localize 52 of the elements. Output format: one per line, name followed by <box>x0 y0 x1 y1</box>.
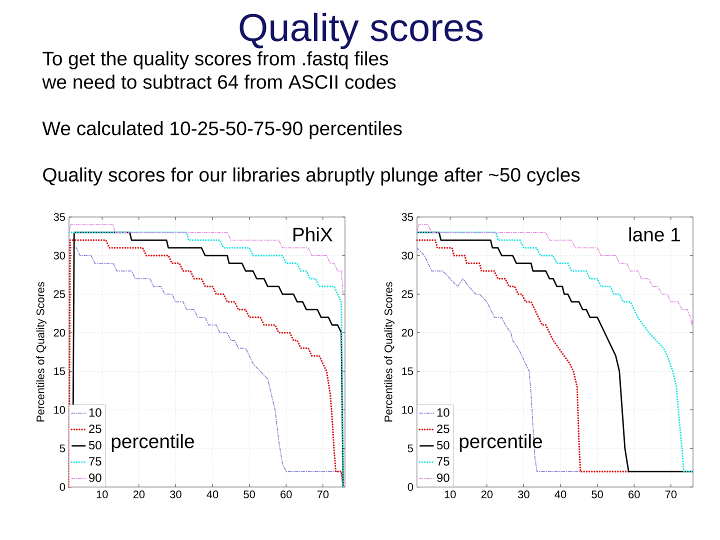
x-tick-label: 30 <box>170 490 182 498</box>
x-tick-label: 40 <box>554 490 566 498</box>
legend-title: percentile <box>460 434 542 452</box>
text: To get the quality scores from .fastq files we need to subtract 64 from ASCII codes <box>42 51 396 89</box>
legend-label: 90 <box>437 473 450 482</box>
legend-label: 90 <box>89 473 102 482</box>
y-tick-label: 30 <box>54 252 66 260</box>
y-axis-title: Percentiles of Quality Scores <box>384 282 394 422</box>
x-tick-label: 70 <box>317 490 329 498</box>
annotation: lane 1 <box>629 227 680 242</box>
y-tick-label: 5 <box>408 444 414 452</box>
legend-label: 10 <box>437 408 450 417</box>
y-tick-label: 25 <box>54 290 66 298</box>
text: We calculated 10-25-50-75-90 percentiles <box>42 121 402 140</box>
y-tick-label: 5 <box>60 444 66 452</box>
y-tick-label: 10 <box>402 406 414 414</box>
x-tick-label: 10 <box>444 490 456 498</box>
legend-label: 75 <box>437 457 450 466</box>
x-tick-label: 70 <box>665 490 677 498</box>
x-tick-label: 20 <box>133 490 145 498</box>
x-tick-label: 60 <box>628 490 640 498</box>
text: Quality scores for our libraries abruptly plunge after ~50 cycles <box>43 167 580 186</box>
y-tick-label: 15 <box>54 367 66 376</box>
x-tick-label: 50 <box>244 490 255 498</box>
y-tick-label: 15 <box>402 367 414 376</box>
x-tick-label: 10 <box>96 490 108 498</box>
y-tick-label: 25 <box>402 290 414 298</box>
y-tick-label: 20 <box>402 328 414 337</box>
legend-label: 25 <box>89 424 102 434</box>
x-tick-label: 20 <box>481 490 493 498</box>
annotation: PhiX <box>293 227 333 242</box>
y-tick-label: 20 <box>54 328 66 337</box>
x-tick-label: 60 <box>280 490 292 498</box>
legend-label: 25 <box>437 424 450 434</box>
y-tick-label: 35 <box>54 213 66 221</box>
legend-title: percentile <box>112 434 194 452</box>
x-tick-label: 30 <box>518 490 530 498</box>
y-tick-label: 10 <box>54 406 66 414</box>
y-tick-label: 0 <box>60 483 66 491</box>
legend-label: 75 <box>89 457 102 466</box>
y-tick-label: 0 <box>408 483 414 491</box>
legend-label: 50 <box>88 440 102 450</box>
legend-label: 10 <box>89 408 102 417</box>
line-series <box>68 224 344 295</box>
y-axis-title: Percentiles of Quality Scores <box>36 282 46 422</box>
y-tick-label: 30 <box>402 252 414 260</box>
x-tick-label: 50 <box>592 490 603 498</box>
chart-title: Quality scores <box>240 12 483 50</box>
legend-label: 50 <box>436 440 450 450</box>
x-tick-label: 40 <box>206 490 218 498</box>
line-series <box>416 224 694 326</box>
y-tick-label: 35 <box>402 213 414 221</box>
